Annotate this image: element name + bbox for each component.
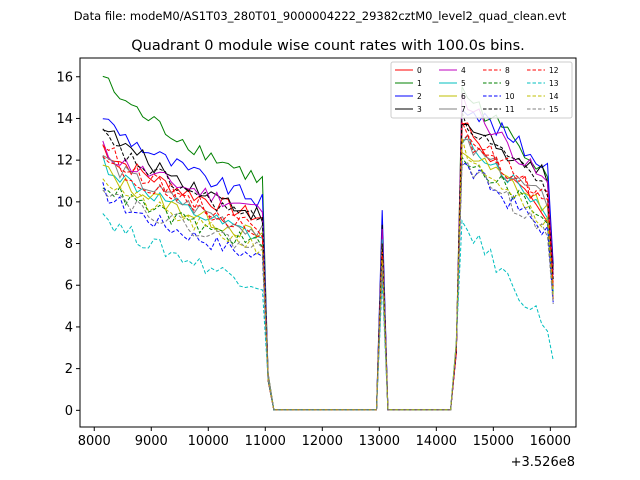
legend-label-4: 4 [461,66,466,75]
legend-label-0: 0 [417,66,422,75]
legend-label-7: 7 [461,105,466,114]
x-tick-label: 8000 [78,434,111,449]
y-tick-label: 14 [56,112,73,127]
x-tick-label: 10000 [188,434,229,449]
x-axis: 8000 9000 10000 11000 12000 13000 14000 15000 16… [78,427,571,449]
legend-label-8: 8 [505,66,510,75]
chart-title: Quadrant 0 module wise count rates with … [131,38,525,54]
x-tick-label: 16000 [530,434,571,449]
x-tick-label: 15000 [473,434,514,449]
y-tick-label: 2 [65,362,73,377]
x-tick-label: 13000 [359,434,400,449]
y-axis: 0 2 4 6 8 10 12 14 16 [56,70,80,419]
legend-label-10: 10 [505,92,515,101]
plot-frame [79,57,577,428]
legend-label-5: 5 [461,79,466,88]
chart-suptitle: Data file: modeM0/AS1T03_280T01_90000042… [74,9,567,23]
series-line-15 [102,162,554,411]
x-tick-label: 9000 [135,434,168,449]
y-tick-label: 4 [65,320,73,335]
y-tick-label: 0 [65,404,73,419]
legend-label-11: 11 [505,105,515,114]
series-line-10 [102,160,554,411]
y-tick-label: 8 [65,237,73,252]
x-offset-label: +3.526e8 [511,455,575,470]
series-line-12 [102,134,554,411]
series-lines [102,75,554,411]
plot-area [80,58,576,427]
legend-label-9: 9 [505,79,510,88]
y-tick-label: 12 [56,154,73,169]
legend-label-6: 6 [461,92,466,101]
y-tick-label: 16 [56,70,73,85]
legend-label-2: 2 [417,92,422,101]
legend-label-15: 15 [549,105,559,114]
series-line-8 [102,121,554,411]
legend-label-14: 14 [549,92,559,101]
x-tick-label: 14000 [416,434,457,449]
x-tick-label: 11000 [245,434,286,449]
legend-label-3: 3 [417,105,422,114]
y-tick-label: 10 [56,195,73,210]
legend-label-13: 13 [549,79,559,88]
legend-label-1: 1 [417,79,422,88]
legend-label-12: 12 [549,66,559,75]
y-tick-label: 6 [65,279,73,294]
legend-box [390,61,573,119]
x-tick-label: 12000 [302,434,343,449]
